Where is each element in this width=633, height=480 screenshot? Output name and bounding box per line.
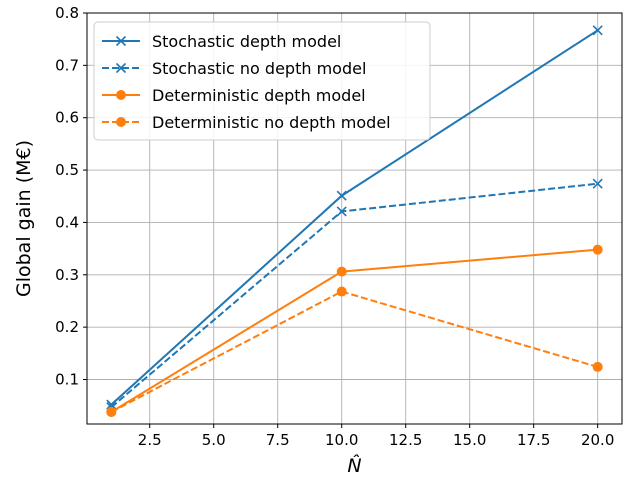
y-tick-label: 0.6 [55,109,79,127]
legend-marker [116,90,126,100]
data-point [106,406,117,417]
data-point [592,361,603,372]
series-layer [106,25,603,417]
legend-box [93,21,431,141]
data-point [336,190,347,201]
y-axis-label: Global gain (M€) [13,140,35,297]
x-tick-label: 12.5 [389,431,422,449]
y-axis-ticks: 0.1 0.2 0.3 0.4 0.5 0.6 0.7 0.8 [55,4,87,388]
x-tick-label: 7.5 [266,431,290,449]
series-line [110,290,598,413]
legend-marker [115,35,127,47]
series-0 [106,25,603,410]
legend: Stochastic depth model Stochastic no dept… [93,21,431,141]
legend-label: Deterministic no depth model [152,113,391,132]
data-point [106,399,117,410]
y-tick-label: 0.8 [55,4,79,22]
data-point [592,25,603,36]
data-point [336,286,347,297]
x-tick-label: 15.0 [453,431,486,449]
x-tick-label: 2.5 [138,431,162,449]
legend-item: Deterministic no depth model [102,113,391,132]
series-3 [106,286,603,417]
data-point [336,266,347,277]
y-tick-label: 0.5 [55,161,79,179]
data-point [592,178,603,189]
x-tick-label: 5.0 [202,431,226,449]
series-2 [106,244,603,417]
legend-label: Stochastic no depth model [152,59,366,78]
legend-label: Deterministic depth model [152,86,366,105]
y-tick-label: 0.7 [55,56,79,74]
y-tick-label: 0.3 [55,266,79,284]
data-point [336,206,347,217]
y-tick-label: 0.1 [55,370,79,388]
x-axis-label: N̂ [347,455,361,477]
x-axis-ticks: 2.5 5.0 7.5 10.0 12.5 15.0 17.5 20.0 [138,424,614,449]
legend-item: Stochastic depth model [102,32,341,51]
legend-marker [115,62,127,74]
x-tick-label: 10.0 [325,431,358,449]
data-point [592,244,603,255]
plot-frame [86,12,623,425]
legend-item: Deterministic depth model [102,86,366,105]
legend-label: Stochastic depth model [152,32,341,51]
x-tick-label: 17.5 [517,431,550,449]
legend-item: Stochastic no depth model [102,59,366,78]
legend-marker [116,117,126,127]
x-tick-label: 20.0 [581,431,614,449]
y-tick-label: 0.4 [55,213,79,231]
y-tick-label: 0.2 [55,318,79,336]
series-line [110,248,598,413]
